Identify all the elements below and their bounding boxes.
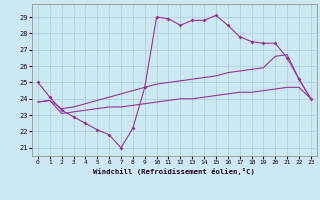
X-axis label: Windchill (Refroidissement éolien,°C): Windchill (Refroidissement éolien,°C) [93,168,255,175]
